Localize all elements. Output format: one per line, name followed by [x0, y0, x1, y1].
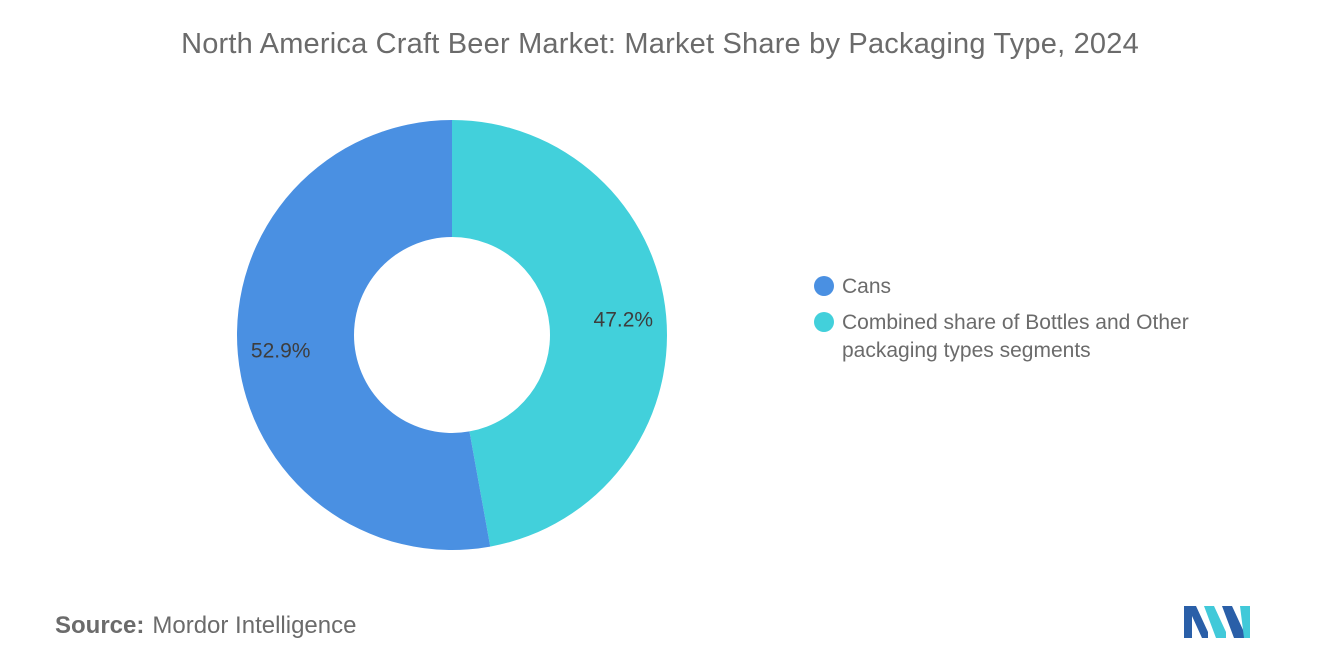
legend-swatch-bottles-other [814, 312, 834, 332]
source-note: Source: Mordor Intelligence [55, 612, 356, 640]
chart-title: North America Craft Beer Market: Market … [181, 28, 1139, 60]
legend-item-cans[interactable]: Cans [814, 273, 1254, 301]
slice-bottles-other[interactable] [452, 120, 668, 547]
slice-cans[interactable] [237, 120, 491, 550]
source-label: Source: [55, 612, 145, 639]
slice-label-cans: 52.9% [251, 339, 311, 362]
legend-label: Combined share of Bottles and Other pack… [842, 311, 1189, 362]
legend-swatch-cans [814, 276, 834, 296]
slice-label-bottles-other: 47.2% [594, 309, 654, 332]
legend-label: Cans [842, 275, 892, 298]
source-value: Mordor Intelligence [152, 612, 357, 639]
mordor-intelligence-logo-icon [1184, 606, 1250, 638]
legend: Cans Combined share of Bottles and Other… [814, 273, 1254, 373]
legend-item-bottles-other[interactable]: Combined share of Bottles and Other pack… [814, 309, 1254, 365]
